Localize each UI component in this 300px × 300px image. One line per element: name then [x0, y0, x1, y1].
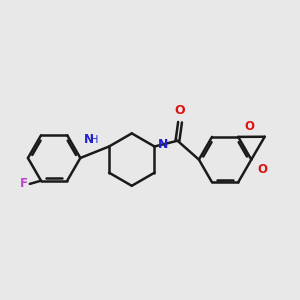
Text: O: O — [175, 104, 185, 117]
Text: O: O — [244, 120, 254, 133]
Text: F: F — [20, 177, 28, 190]
Text: N: N — [84, 134, 94, 146]
Text: N: N — [158, 138, 169, 152]
Text: O: O — [257, 164, 267, 176]
Text: H: H — [91, 135, 98, 145]
